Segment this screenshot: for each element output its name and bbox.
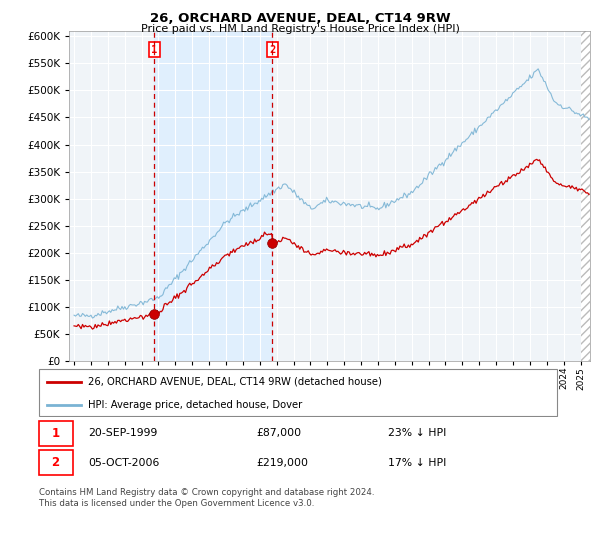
Bar	[581, 31, 590, 361]
FancyBboxPatch shape	[38, 450, 73, 475]
Text: 26, ORCHARD AVENUE, DEAL, CT14 9RW (detached house): 26, ORCHARD AVENUE, DEAL, CT14 9RW (deta…	[89, 377, 382, 387]
Bar	[581, 25, 590, 361]
Text: 1: 1	[52, 427, 59, 440]
FancyBboxPatch shape	[38, 369, 557, 416]
Text: 20-SEP-1999: 20-SEP-1999	[89, 428, 158, 438]
Text: 1: 1	[151, 45, 157, 55]
Text: Price paid vs. HM Land Registry's House Price Index (HPI): Price paid vs. HM Land Registry's House …	[140, 24, 460, 34]
Text: 23% ↓ HPI: 23% ↓ HPI	[388, 428, 446, 438]
Text: 2: 2	[52, 456, 59, 469]
Text: £219,000: £219,000	[257, 458, 308, 468]
Text: 26, ORCHARD AVENUE, DEAL, CT14 9RW: 26, ORCHARD AVENUE, DEAL, CT14 9RW	[149, 12, 451, 25]
Bar	[154, 31, 272, 361]
Text: 2: 2	[269, 45, 275, 55]
FancyBboxPatch shape	[38, 421, 73, 446]
Text: 05-OCT-2006: 05-OCT-2006	[89, 458, 160, 468]
Text: £87,000: £87,000	[257, 428, 302, 438]
Text: HPI: Average price, detached house, Dover: HPI: Average price, detached house, Dove…	[89, 400, 303, 410]
Text: 17% ↓ HPI: 17% ↓ HPI	[388, 458, 446, 468]
Text: Contains HM Land Registry data © Crown copyright and database right 2024.
This d: Contains HM Land Registry data © Crown c…	[39, 488, 374, 508]
